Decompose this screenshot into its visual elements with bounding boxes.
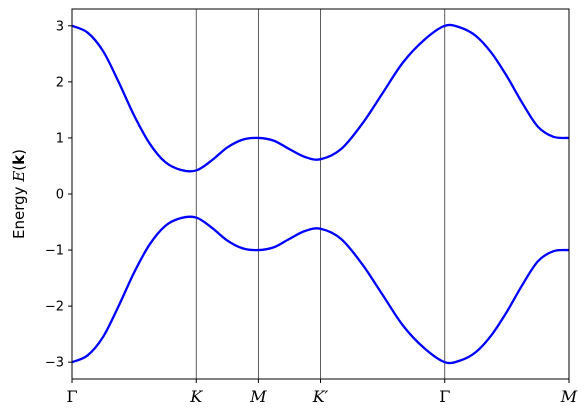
high-symmetry-lines (195, 9, 446, 379)
x-tick-label: M (560, 387, 578, 406)
y-tick-label: −2 (45, 300, 64, 315)
x-tick-label: Γ (66, 387, 77, 406)
valence-band-line (71, 215, 570, 365)
y-tick-label: 0 (56, 188, 64, 203)
y-tick-label: −1 (45, 244, 64, 259)
y-tick-label: −3 (45, 356, 64, 371)
y-axis-ticks: −3 −2 −1 0 1 2 3 (45, 19, 72, 371)
y-axis-label: Energy E(k) (10, 149, 28, 239)
x-tick-label: Γ (439, 387, 450, 406)
energy-bands (71, 23, 570, 365)
y-tick-label: 1 (56, 131, 64, 146)
y-tick-label: 3 (56, 19, 64, 34)
x-tick-label: K′ (312, 387, 329, 406)
x-axis-ticks: Γ K M K′ Γ M (66, 379, 578, 406)
x-tick-label: K (189, 387, 203, 406)
x-tick-label: M (249, 387, 267, 406)
y-tick-label: 2 (56, 75, 64, 90)
conduction-band-line (71, 23, 570, 173)
